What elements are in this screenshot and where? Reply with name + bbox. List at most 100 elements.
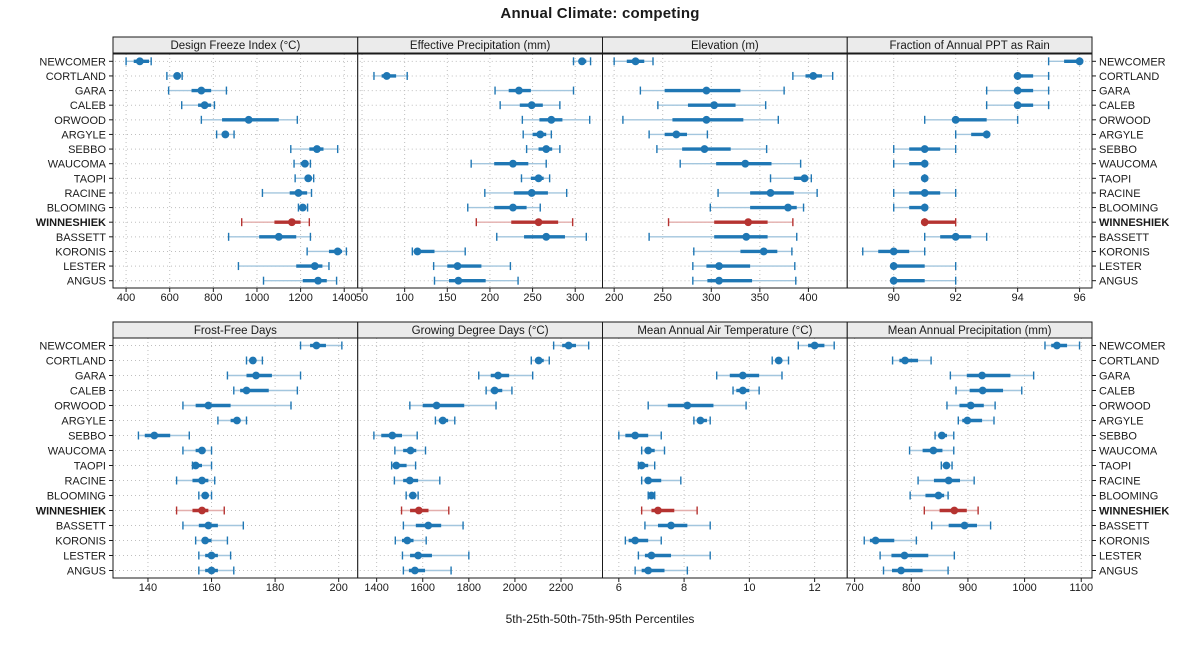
median-dot bbox=[274, 232, 283, 241]
x-tick-label: 10 bbox=[743, 582, 755, 594]
percentile-marks-waucoma bbox=[640, 446, 666, 455]
x-tick-label: 250 bbox=[523, 292, 541, 304]
percentile-marks-waucoma bbox=[470, 159, 547, 168]
median-dot bbox=[294, 189, 303, 197]
median-dot bbox=[534, 174, 543, 183]
row-label-right: BLOOMING bbox=[1099, 203, 1158, 215]
median-dot bbox=[784, 203, 792, 212]
percentile-marks-bassett bbox=[496, 232, 587, 241]
median-dot bbox=[667, 521, 675, 530]
row-label-right: ANGUS bbox=[1099, 566, 1138, 578]
median-dot bbox=[191, 461, 200, 470]
x-tick-label: 300 bbox=[566, 292, 584, 304]
median-dot bbox=[774, 356, 783, 365]
median-dot bbox=[700, 145, 709, 153]
median-dot bbox=[759, 247, 768, 256]
median-dot bbox=[207, 566, 216, 575]
row-label-right: BASSETT bbox=[1099, 232, 1149, 244]
panel-mean-annual-precipitation-mm-: Mean Annual Precipitation (mm) 700 800 900 1… bbox=[845, 321, 1093, 594]
row-label-right: ANGUS bbox=[1099, 276, 1138, 288]
percentile-marks-bassett bbox=[644, 521, 711, 530]
percentile-marks-taopi bbox=[520, 174, 551, 183]
median-dot bbox=[424, 521, 433, 530]
median-dot bbox=[454, 276, 463, 285]
percentile-marks-caleb bbox=[181, 101, 216, 110]
panel-mean-annual-air-temperature-c-: Mean Annual Air Temperature (°C) 6 8 10 12 bbox=[602, 321, 848, 594]
percentile-marks-argyle bbox=[217, 416, 248, 425]
x-tick-label: 1400 bbox=[364, 582, 388, 594]
median-dot bbox=[304, 174, 313, 183]
percentile-marks-racine bbox=[261, 188, 313, 197]
percentile-marks-lester bbox=[889, 262, 957, 271]
median-dot bbox=[978, 386, 987, 395]
percentile-marks-sebbo bbox=[656, 145, 768, 154]
row-label-right: BLOOMING bbox=[1099, 491, 1158, 503]
percentile-marks-waucoma bbox=[293, 159, 312, 168]
row-label-right: LESTER bbox=[1099, 261, 1142, 273]
percentile-marks-lester bbox=[401, 551, 470, 560]
median-dot bbox=[438, 416, 447, 425]
panel-border bbox=[846, 337, 1093, 579]
median-dot bbox=[413, 247, 422, 256]
x-tick-label: 200 bbox=[605, 292, 623, 304]
percentile-marks-angus bbox=[889, 276, 957, 285]
x-tick-label: 1400 bbox=[332, 292, 356, 304]
percentile-marks-caleb bbox=[657, 101, 767, 110]
median-dot bbox=[766, 189, 775, 197]
row-label-right: ORWOOD bbox=[1099, 115, 1151, 127]
median-dot bbox=[950, 506, 959, 515]
row-label-left: CORTLAND bbox=[46, 356, 106, 368]
percentile-marks-gara bbox=[985, 86, 1050, 95]
row-label-left: ARGYLE bbox=[61, 416, 106, 428]
row-label-left: WINNESHIEK bbox=[36, 506, 106, 518]
percentile-marks-newcomer bbox=[613, 57, 654, 66]
row-label-right: CORTLAND bbox=[1099, 356, 1159, 368]
row-label-left: RACINE bbox=[64, 188, 106, 200]
median-dot bbox=[333, 247, 342, 256]
median-dot bbox=[871, 536, 880, 545]
percentile-marks-cortland bbox=[891, 356, 932, 365]
percentile-marks-orwood bbox=[182, 401, 292, 410]
median-dot bbox=[741, 159, 750, 168]
row-label-left: BLOOMING bbox=[47, 491, 106, 503]
median-dot bbox=[702, 86, 711, 95]
median-dot bbox=[248, 356, 257, 365]
row-label-left: NEWCOMER bbox=[39, 56, 106, 68]
percentile-marks-caleb bbox=[985, 101, 1050, 110]
median-dot bbox=[204, 521, 213, 530]
row-label-left: WAUCOMA bbox=[48, 159, 107, 171]
row-label-right: WINNESHIEK bbox=[1099, 506, 1169, 518]
median-dot bbox=[536, 130, 545, 139]
median-dot bbox=[738, 386, 747, 395]
percentile-marks-angus bbox=[882, 566, 949, 575]
row-label-left: KORONIS bbox=[55, 246, 106, 258]
median-dot bbox=[403, 536, 412, 545]
row-label-left: ANGUS bbox=[67, 566, 106, 578]
percentile-marks-sebbo bbox=[525, 145, 561, 154]
x-tick-label: 200 bbox=[481, 292, 499, 304]
x-tick-label: 6 bbox=[616, 582, 622, 594]
percentile-marks-racine bbox=[484, 188, 568, 197]
percentile-marks-winneshiek bbox=[640, 506, 698, 515]
median-dot bbox=[934, 491, 943, 500]
percentile-marks-argyle bbox=[648, 130, 709, 139]
percentile-marks-gara bbox=[226, 371, 302, 380]
percentile-marks-orwood bbox=[622, 115, 779, 124]
percentile-marks-sebbo bbox=[893, 145, 957, 154]
median-dot bbox=[901, 356, 909, 365]
panel-design-freeze-index-c-: Design Freeze Index (°C) 400 600 800 1000 120… bbox=[112, 36, 359, 304]
median-dot bbox=[547, 115, 556, 124]
percentile-marks-koronis bbox=[863, 536, 918, 545]
percentile-marks-gara bbox=[639, 86, 785, 95]
median-dot bbox=[1013, 86, 1022, 95]
x-tick-label: 180 bbox=[266, 582, 284, 594]
x-tick-label: 1800 bbox=[457, 582, 481, 594]
row-label-left: GARA bbox=[75, 371, 107, 383]
percentile-marks-koronis bbox=[624, 536, 662, 545]
row-label-right: SEBBO bbox=[1099, 144, 1137, 156]
x-tick-label: 50 bbox=[356, 292, 368, 304]
median-dot bbox=[644, 446, 653, 455]
median-dot bbox=[534, 218, 543, 227]
